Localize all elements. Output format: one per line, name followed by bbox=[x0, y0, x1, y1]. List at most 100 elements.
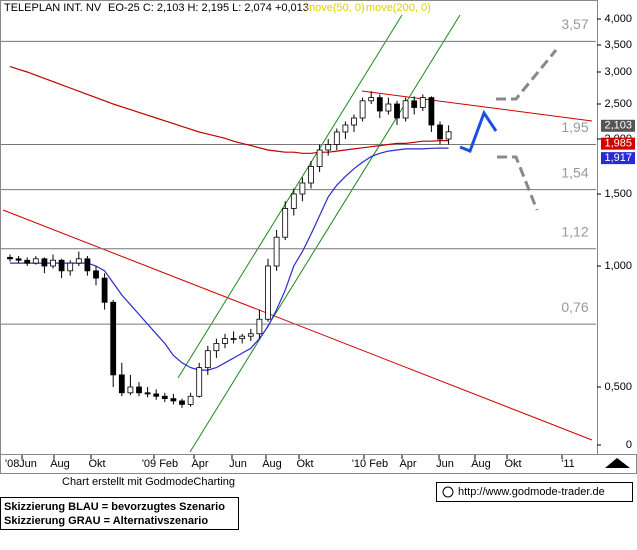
candle-body bbox=[230, 338, 237, 341]
legend-entry: move(50, 0) bbox=[306, 2, 365, 14]
credit: Chart erstellt mit GodmodeCharting bbox=[62, 476, 235, 488]
moving-average bbox=[10, 147, 449, 371]
candle-body bbox=[179, 400, 185, 405]
logo-icon bbox=[605, 458, 630, 468]
notes-box bbox=[0, 497, 239, 530]
candle-body bbox=[187, 395, 194, 405]
candle-body bbox=[58, 259, 65, 272]
y-tick-label: 3,000 bbox=[604, 66, 632, 78]
y-tick-label: 1,500 bbox=[604, 188, 632, 200]
y-tick-label: 4,000 bbox=[604, 13, 632, 25]
candle-body bbox=[445, 131, 452, 140]
candle-body bbox=[153, 393, 160, 397]
x-tick-label: '11 bbox=[561, 458, 575, 470]
candle-body bbox=[7, 256, 13, 260]
x-tick-label: Apr bbox=[191, 458, 208, 470]
channel-line bbox=[189, 14, 461, 453]
y-tick-label: 3,500 bbox=[604, 39, 632, 51]
candle-body bbox=[290, 193, 297, 209]
candle-body bbox=[368, 97, 375, 102]
candle-body bbox=[136, 386, 142, 394]
level-label: 1,95 bbox=[561, 119, 588, 135]
x-tick-label: Okt bbox=[504, 458, 521, 470]
candle-body bbox=[32, 258, 39, 264]
plot: 3,57 1,95 1,54 1,12 0,76 bbox=[1, 16, 596, 408]
note: Skizzierung BLAU = bevorzugtes Szenario bbox=[4, 501, 225, 513]
moving-average bbox=[9, 66, 449, 154]
y-tick-label: 1,000 bbox=[604, 260, 632, 272]
level-label: 1,12 bbox=[561, 223, 588, 239]
candle-body bbox=[359, 100, 366, 119]
x-tick-label: Aug bbox=[50, 458, 70, 470]
candle-body bbox=[333, 131, 340, 145]
candle-body bbox=[273, 236, 280, 267]
grey-scenario bbox=[496, 49, 558, 101]
note: Skizzierung GRAU = Alternativszenario bbox=[4, 515, 208, 527]
trend-lines bbox=[2, 14, 593, 453]
candle-body bbox=[110, 301, 117, 376]
url-box bbox=[436, 482, 633, 502]
candle-body bbox=[127, 386, 134, 394]
level-label: 3,57 bbox=[561, 16, 588, 32]
candle-body bbox=[196, 367, 203, 397]
candle-body bbox=[222, 338, 228, 344]
y-tick-label: 2,500 bbox=[604, 98, 632, 110]
candle-body bbox=[247, 333, 254, 337]
y-tick-label: 0 bbox=[626, 439, 632, 451]
candle-body bbox=[316, 149, 323, 167]
candle-body bbox=[50, 259, 56, 267]
symbol: TELEPLAN INT. NV bbox=[4, 2, 102, 14]
candle-body bbox=[93, 270, 99, 279]
scenarios bbox=[459, 49, 558, 211]
candle-body bbox=[256, 318, 263, 335]
candle-body bbox=[394, 103, 400, 119]
candle-body bbox=[239, 335, 246, 339]
candle-body bbox=[15, 258, 22, 261]
price-tag bbox=[601, 152, 635, 165]
trend-line bbox=[361, 90, 593, 122]
candle-body bbox=[213, 343, 220, 352]
candle-body bbox=[351, 117, 357, 126]
x-tick-label: Aug bbox=[262, 458, 282, 470]
candle-body bbox=[41, 258, 48, 267]
price-tag bbox=[601, 137, 635, 150]
x-tick-label: '10 Feb bbox=[352, 458, 388, 470]
blue-scenario bbox=[459, 109, 498, 153]
grey-scenario bbox=[497, 155, 539, 211]
candle-body bbox=[144, 392, 151, 395]
x-tick-label: Apr bbox=[399, 458, 416, 470]
price-tag bbox=[601, 119, 635, 132]
candle-body bbox=[299, 182, 306, 195]
candle-body bbox=[419, 97, 426, 108]
price-tag-label: 1,985 bbox=[604, 138, 632, 150]
candle-body bbox=[428, 97, 435, 126]
x-tick-label: Aug bbox=[471, 458, 491, 470]
candle-body bbox=[282, 207, 289, 238]
level-label: 1,54 bbox=[561, 164, 588, 180]
x-tick-label: '09 Feb bbox=[142, 458, 178, 470]
legend-entry: move(200, 0) bbox=[366, 2, 431, 14]
x-tick-label: Jun bbox=[436, 458, 454, 470]
candle-body bbox=[75, 258, 82, 264]
x-tick-label: Okt bbox=[88, 458, 105, 470]
candle-body bbox=[204, 350, 211, 369]
candle-body bbox=[342, 124, 349, 133]
price-tag-label: 1,917 bbox=[604, 152, 632, 164]
url: http://www.godmode-trader.de bbox=[458, 486, 605, 498]
candle-body bbox=[101, 277, 108, 303]
y-tick-label: 0,500 bbox=[604, 381, 632, 393]
price-tag-label: 2,103 bbox=[604, 120, 632, 132]
candle-body bbox=[376, 97, 383, 112]
candle-body bbox=[67, 262, 74, 272]
channel-line bbox=[177, 14, 403, 379]
candle-body bbox=[402, 100, 409, 119]
candle-body bbox=[437, 124, 443, 140]
candle-body bbox=[325, 144, 332, 151]
x-tick-label: Jun bbox=[19, 458, 37, 470]
x-tick-label: Jun bbox=[229, 458, 247, 470]
candle-body bbox=[24, 259, 31, 264]
candle-body bbox=[84, 258, 91, 272]
x-tick-label: '08 bbox=[5, 458, 19, 470]
level-label: 0,76 bbox=[561, 299, 588, 315]
